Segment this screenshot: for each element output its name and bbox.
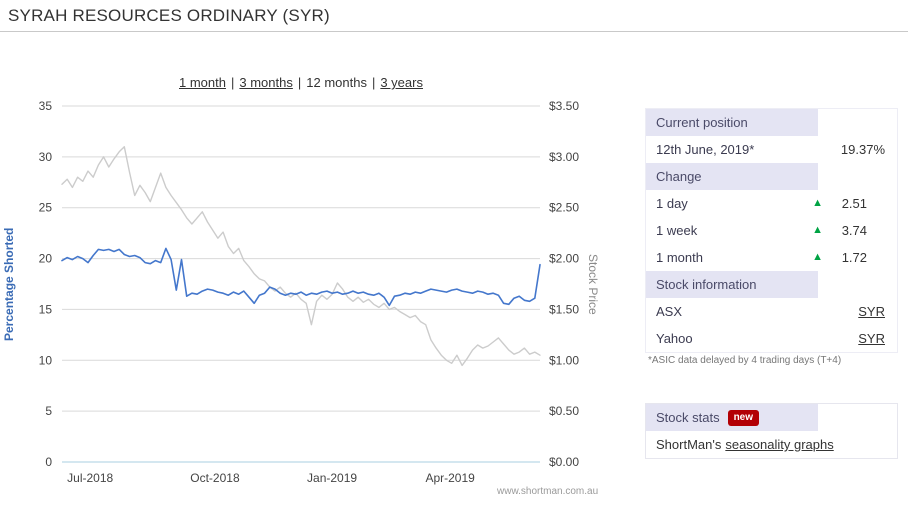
- change-1-day-label: 1 day: [656, 196, 688, 211]
- svg-text:$3.50: $3.50: [549, 99, 579, 113]
- svg-text:$2.50: $2.50: [549, 201, 579, 215]
- svg-text:Oct-2018: Oct-2018: [190, 471, 240, 485]
- yahoo-syr-link[interactable]: SYR: [858, 331, 885, 346]
- change-1-month-label: 1 month: [656, 250, 703, 265]
- position-value: 19.37%: [840, 142, 885, 157]
- svg-text:Apr-2019: Apr-2019: [425, 471, 475, 485]
- separator: |: [297, 75, 302, 90]
- asx-syr-link[interactable]: SYR: [858, 304, 885, 319]
- change-number: 2.51: [841, 196, 867, 211]
- change-1-week-value: ▲ 3.74: [812, 217, 897, 244]
- up-arrow-icon: ▲: [812, 197, 823, 209]
- change-number: 1.72: [841, 250, 867, 265]
- up-arrow-icon: ▲: [812, 251, 823, 263]
- svg-text:20: 20: [39, 252, 53, 266]
- header-filler: [818, 404, 897, 431]
- separator: |: [230, 75, 235, 90]
- table-row: Yahoo SYR: [646, 325, 897, 352]
- svg-text:5: 5: [45, 404, 52, 418]
- change-1-day-value: ▲ 2.51: [812, 190, 897, 217]
- section-header-stock-stats: Stock stats new: [646, 404, 818, 431]
- header-filler: [818, 271, 897, 298]
- svg-text:10: 10: [39, 353, 53, 367]
- asx-value: SYR: [858, 298, 897, 325]
- seasonality-row: ShortMan's seasonality graphs: [646, 431, 897, 458]
- change-1-week-label: 1 week: [656, 223, 698, 238]
- right-axis-label: Stock Price: [586, 253, 600, 315]
- svg-text:$3.00: $3.00: [549, 150, 579, 164]
- table-row: Change: [646, 163, 897, 190]
- range-12-months-selected: 12 months: [306, 75, 367, 90]
- range-1-month[interactable]: 1 month: [179, 75, 226, 90]
- stock-stats-label: Stock stats: [656, 410, 720, 425]
- table-row: Stock information: [646, 271, 897, 298]
- section-header-stock-information: Stock information: [646, 271, 818, 298]
- table-row: Current position: [646, 109, 897, 136]
- svg-text:Jan-2019: Jan-2019: [307, 471, 357, 485]
- title-divider: [0, 31, 908, 32]
- asx-label: ASX: [656, 304, 683, 319]
- change-number: 3.74: [841, 223, 867, 238]
- section-header-change: Change: [646, 163, 818, 190]
- table-row: ASX SYR: [646, 298, 897, 325]
- stock-stats-box: Stock stats new ShortMan's seasonality g…: [645, 403, 898, 459]
- svg-text:$0.50: $0.50: [549, 404, 579, 418]
- table-row: Stock stats new: [646, 404, 897, 431]
- header-filler: [818, 109, 897, 136]
- svg-text:Jul-2018: Jul-2018: [67, 471, 113, 485]
- svg-text:$1.50: $1.50: [549, 302, 579, 316]
- yahoo-label: Yahoo: [656, 331, 693, 346]
- yahoo-value: SYR: [858, 325, 897, 352]
- svg-text:25: 25: [39, 201, 53, 215]
- watermark-url: www.shortman.com.au: [497, 486, 599, 497]
- position-date: 12th June, 2019*: [656, 142, 755, 157]
- separator: |: [371, 75, 376, 90]
- range-selector: 1 month | 3 months | 12 months | 3 years: [62, 75, 540, 90]
- current-position-table: Current position 12th June, 2019* 19.37%…: [645, 108, 898, 353]
- new-badge: new: [727, 409, 760, 426]
- table-row: 12th June, 2019* 19.37%: [646, 136, 897, 163]
- table-row: 1 week ▲ 3.74: [646, 217, 897, 244]
- svg-text:$0.00: $0.00: [549, 455, 579, 469]
- svg-text:30: 30: [39, 150, 53, 164]
- table-row: 1 day ▲ 2.51: [646, 190, 897, 217]
- svg-text:15: 15: [39, 302, 53, 316]
- up-arrow-icon: ▲: [812, 224, 823, 236]
- shorted-vs-price-chart: 0 5 10 15 20 25 30 35 $0.00 $0.50 $1.00 $1.50 $2.00 $…: [39, 99, 580, 485]
- table-row: 1 month ▲ 1.72: [646, 244, 897, 271]
- change-1-month-value: ▲ 1.72: [812, 244, 897, 271]
- shortmans-label: ShortMan's: [656, 437, 722, 452]
- asic-delay-footnote: *ASIC data delayed by 4 trading days (T+…: [648, 355, 842, 366]
- svg-text:$2.00: $2.00: [549, 252, 579, 266]
- header-filler: [818, 163, 897, 190]
- page-title: SYRAH RESOURCES ORDINARY (SYR): [8, 6, 330, 25]
- seasonality-graphs-link[interactable]: seasonality graphs: [725, 437, 834, 452]
- svg-text:0: 0: [45, 455, 52, 469]
- range-3-years[interactable]: 3 years: [380, 75, 423, 90]
- svg-text:$1.00: $1.00: [549, 353, 579, 367]
- section-header-current-position: Current position: [646, 109, 818, 136]
- range-3-months[interactable]: 3 months: [239, 75, 293, 90]
- svg-text:35: 35: [39, 99, 53, 113]
